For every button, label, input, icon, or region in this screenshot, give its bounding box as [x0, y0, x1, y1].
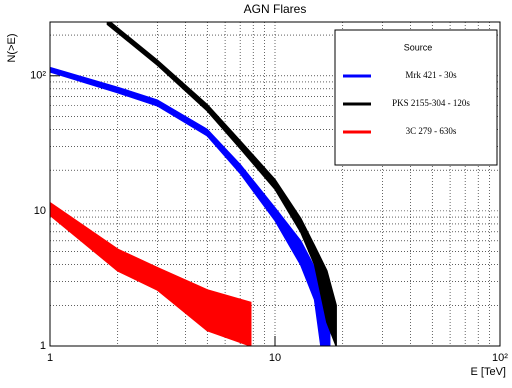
- x-tick-label: 10: [269, 352, 281, 364]
- legend-label: 3C 279 - 630s: [406, 126, 457, 136]
- legend-label: Mrk 421 - 30s: [405, 70, 457, 80]
- legend-label: PKS 2155-304 - 120s: [392, 98, 470, 108]
- band: [50, 201, 252, 346]
- band: [50, 66, 331, 346]
- x-axis-label: E [TeV]: [471, 366, 506, 378]
- x-tick-label: 1: [47, 352, 53, 364]
- legend-title: Source: [404, 42, 433, 52]
- legend-box: [334, 29, 498, 166]
- band: [106, 22, 337, 346]
- y-tick-label: 10: [34, 205, 46, 217]
- chart-title: AGN Flares: [244, 2, 307, 16]
- y-tick-label: 10²: [30, 70, 46, 82]
- x-tick-label: 10²: [492, 352, 508, 364]
- plot-frame: [49, 21, 501, 347]
- y-tick-label: 1: [40, 340, 46, 352]
- y-axis-label: N(>E): [6, 33, 18, 62]
